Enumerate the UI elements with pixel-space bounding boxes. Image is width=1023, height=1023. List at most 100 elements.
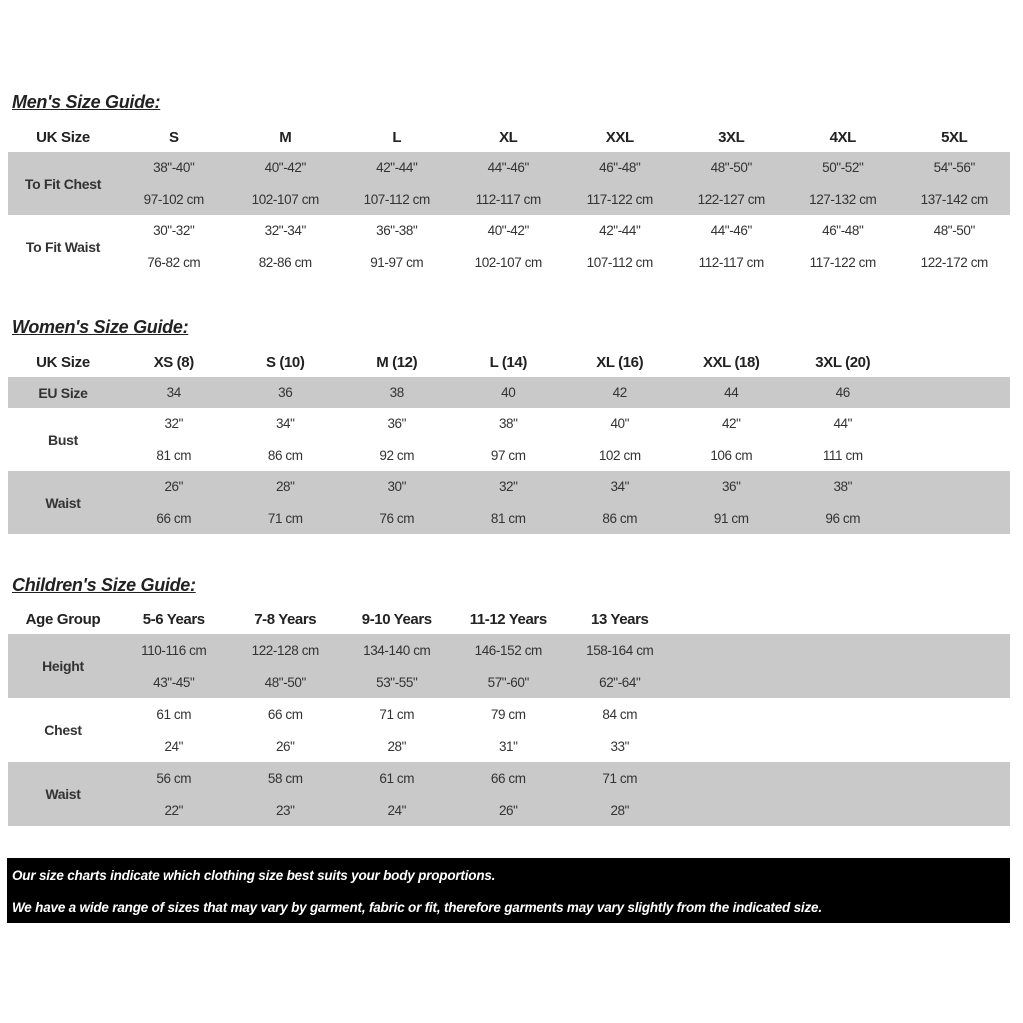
- cell-value: 102-107 cm: [251, 191, 320, 207]
- table-cell: 61 cm 24": [118, 698, 230, 762]
- cell-value: 38: [389, 385, 405, 400]
- table-cell: S: [118, 122, 230, 152]
- childrens-size-guide-title: Children's Size Guide:: [12, 575, 196, 595]
- cell-value: 7-8 Years: [254, 611, 317, 628]
- cell-value: 66 cm: [267, 706, 303, 722]
- cell-value: 158-164 cm: [586, 642, 654, 658]
- cell-value: 34: [166, 385, 182, 400]
- table-cell: 26" 66 cm: [118, 471, 230, 534]
- cell-value: 44: [724, 385, 739, 400]
- cell-value: 122-172 cm: [920, 254, 989, 270]
- table-cell: 122-128 cm 48"-50": [230, 634, 342, 698]
- table-cell: 36" 92 cm: [341, 408, 453, 471]
- table-cell: 42" 106 cm: [676, 408, 788, 471]
- cell-value: L (14): [489, 353, 528, 371]
- cell-value: 24": [387, 802, 407, 818]
- table-cell: S (10): [230, 347, 342, 377]
- cell-value: 82-86 cm: [258, 254, 312, 270]
- cell-value: 61 cm: [156, 706, 192, 722]
- cell-value: 107-112 cm: [586, 254, 654, 270]
- table-cell: 48"-50" 122-127 cm: [676, 152, 788, 215]
- cell-value: 26": [164, 479, 184, 495]
- table-cell: 38: [341, 377, 453, 408]
- row-label: Bust: [48, 431, 78, 448]
- table-cell: 84 cm 33": [564, 698, 676, 762]
- cell-value: 42": [721, 416, 741, 432]
- table-cell: 32"-34" 82-86 cm: [230, 215, 342, 278]
- row-label: Height: [42, 658, 84, 674]
- table-row: Chest 61 cm 24" 66 cm 26" 71 cm 28" 79 cm 31" 84 …: [8, 698, 1010, 762]
- header-row: Age Group 5-6 Years 7-8 Years 9-10 Years 11-…: [8, 605, 1010, 634]
- cell-value: XS (8): [153, 353, 195, 371]
- cell-value: 54"-56": [933, 160, 976, 176]
- womens-size-guide-title: Women's Size Guide:: [12, 317, 189, 337]
- table-cell: XS (8): [118, 347, 230, 377]
- cell-value: 62"-64": [599, 674, 641, 690]
- cell-value: 32": [164, 416, 184, 432]
- table-cell: 44"-46" 112-117 cm: [676, 215, 788, 278]
- table-cell: 110-116 cm 43"-45": [118, 634, 230, 698]
- cell-value: 110-116 cm: [141, 642, 207, 658]
- cell-value: 36": [721, 479, 741, 495]
- cell-value: XXL (18): [702, 353, 760, 371]
- childrens-size-table: Age Group 5-6 Years 7-8 Years 9-10 Years 11-…: [8, 605, 1010, 826]
- cell-value: 24": [164, 738, 184, 754]
- cell-value: 134-140 cm: [363, 642, 431, 658]
- row-label: EU Size: [38, 384, 88, 401]
- cell-value: 76 cm: [379, 510, 415, 526]
- cell-value: 66 cm: [490, 770, 526, 786]
- cell-value: 122-127 cm: [697, 191, 766, 207]
- cell-value: 33": [610, 738, 630, 754]
- cell-value: XL (16): [596, 353, 644, 371]
- cell-value: 13 Years: [591, 611, 649, 628]
- row-label: Waist: [45, 494, 81, 511]
- cell-value: 91 cm: [713, 510, 749, 526]
- cell-value: 3XL (20): [815, 353, 871, 371]
- table-cell: 28" 71 cm: [230, 471, 342, 534]
- cell-value: 4XL: [829, 128, 857, 146]
- table-cell: 30"-32" 76-82 cm: [118, 215, 230, 278]
- cell-value: 86 cm: [602, 510, 638, 526]
- cell-value: 34": [275, 416, 295, 432]
- cell-value: 48"-50": [710, 160, 753, 176]
- mens-size-table: UK Size S M L XL XXL 3XL 4XL 5XL To Fit Chest 38"-…: [8, 122, 1010, 278]
- table-cell: 5XL: [899, 122, 1011, 152]
- table-row: To Fit Waist 30"-32" 76-82 cm 32"-34" 82-86 …: [8, 215, 1010, 278]
- table-cell: 5-6 Years: [118, 605, 230, 634]
- table-cell: 38"-40" 97-102 cm: [118, 152, 230, 215]
- cell-value: S (10): [266, 353, 305, 371]
- cell-value: 32": [498, 479, 518, 495]
- table-cell: 71 cm 28": [564, 762, 676, 826]
- table-cell: 50"-52" 127-132 cm: [787, 152, 899, 215]
- table-row: Bust 32" 81 cm 34" 86 cm 36" 92 cm 38" 97 cm 40" 1…: [8, 408, 1010, 471]
- table-row: EU Size 34 36 38 40 42 44 46: [8, 377, 1010, 408]
- cell-value: 5-6 Years: [142, 611, 205, 628]
- cell-value: 57"-60": [487, 674, 530, 690]
- table-cell: 13 Years: [564, 605, 676, 634]
- table-cell: 58 cm 23": [230, 762, 342, 826]
- cell-value: 111 cm: [822, 447, 863, 463]
- cell-value: XXL: [605, 128, 634, 146]
- table-cell: XL: [453, 122, 565, 152]
- cell-value: 42"-44": [376, 160, 418, 176]
- header-row: UK Size S M L XL XXL 3XL 4XL 5XL: [8, 122, 1010, 152]
- table-cell: 79 cm 31": [453, 698, 565, 762]
- table-cell: 66 cm 26": [230, 698, 342, 762]
- table-cell: 32" 81 cm: [453, 471, 565, 534]
- table-cell: 46: [787, 377, 899, 408]
- table-cell: L: [341, 122, 453, 152]
- cell-value: 92 cm: [379, 447, 415, 463]
- cell-value: 40"-42": [487, 223, 530, 239]
- table-cell: 146-152 cm 57"-60": [453, 634, 565, 698]
- cell-value: 53"-55": [376, 674, 418, 690]
- cell-value: 11-12 Years: [469, 611, 547, 628]
- cell-value: 40"-42": [264, 160, 307, 176]
- cell-value: 28": [387, 738, 407, 754]
- cell-value: 46"-48": [599, 160, 641, 176]
- cell-value: 46: [835, 385, 851, 400]
- cell-value: 58 cm: [267, 770, 303, 786]
- cell-value: 28": [275, 479, 295, 495]
- table-cell: 48"-50" 122-172 cm: [899, 215, 1011, 278]
- cell-value: S: [168, 128, 179, 146]
- table-cell: 42"-44" 107-112 cm: [341, 152, 453, 215]
